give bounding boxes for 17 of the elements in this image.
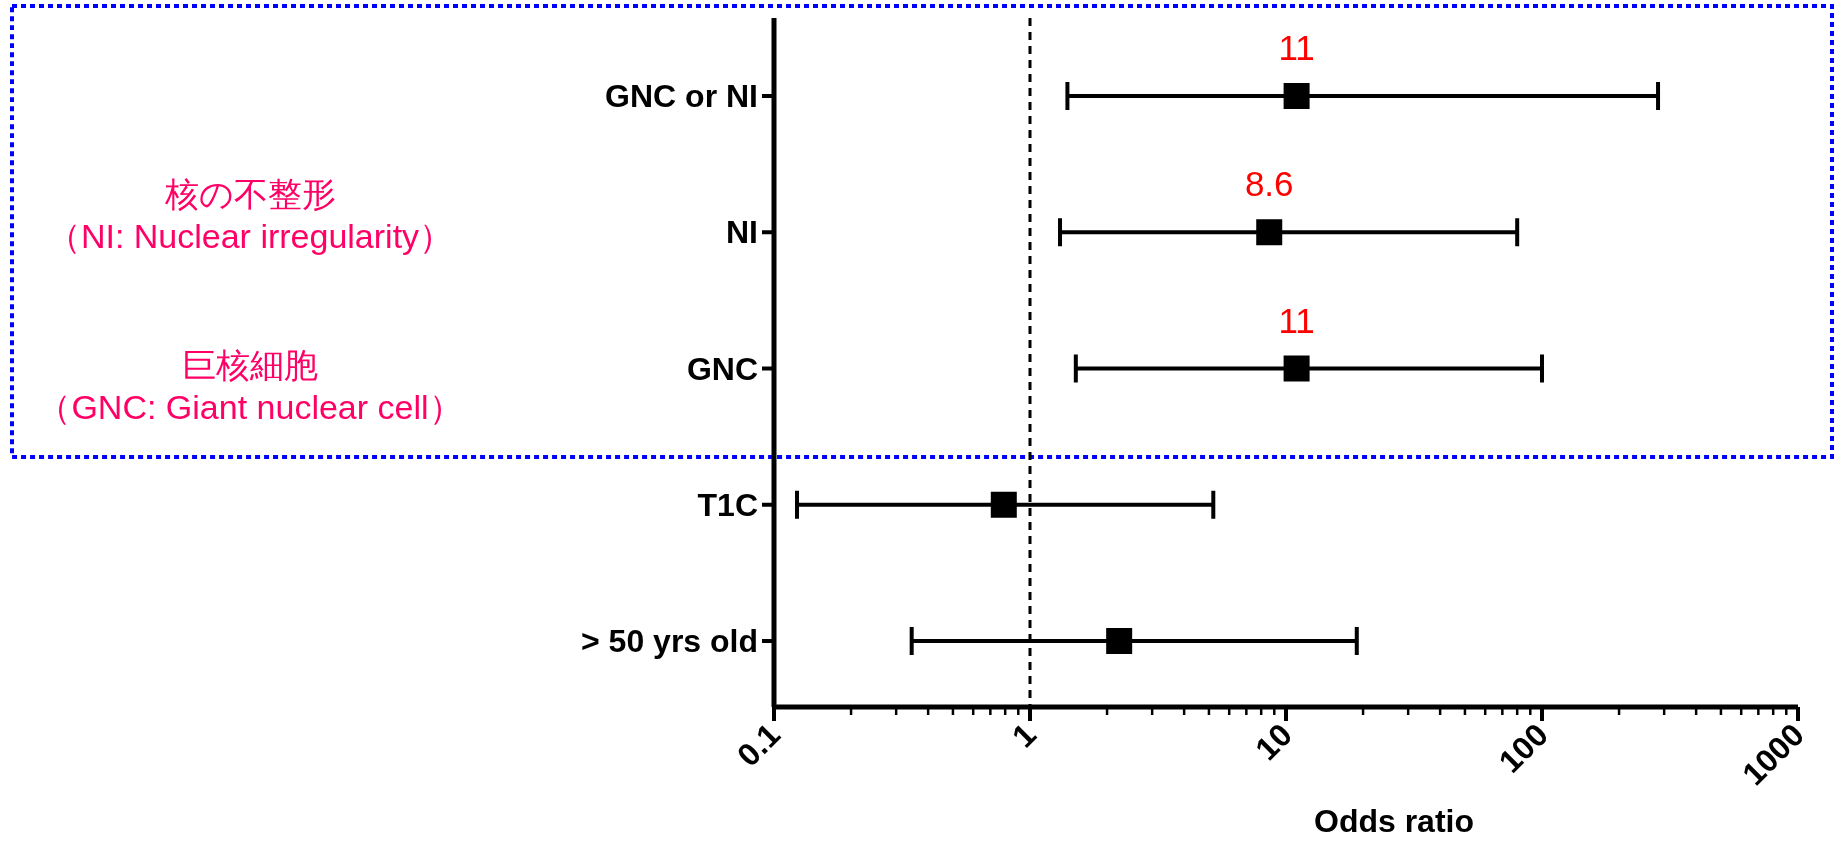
y-tick-label: GNC or NI bbox=[605, 78, 758, 114]
data-label: 11 bbox=[1278, 300, 1315, 340]
x-tick-label: 100 bbox=[1491, 716, 1555, 780]
data-label: 8.6 bbox=[1244, 164, 1294, 204]
data-label: 11 bbox=[1278, 28, 1315, 67]
y-tick-label: NI bbox=[726, 214, 758, 251]
text: 巨核細胞 bbox=[182, 345, 318, 384]
y-tick-label: GNC bbox=[686, 350, 758, 387]
y-tick-label: > 50 yrs old bbox=[581, 623, 758, 659]
text: 核の不整形 bbox=[163, 175, 336, 214]
x-tick-label: 10 bbox=[1248, 716, 1299, 768]
x-axis-title: Odds ratio bbox=[1313, 803, 1475, 839]
text: （GNC: Giant nuclear cell） bbox=[37, 387, 463, 426]
x-tick-label: 0.1 bbox=[730, 716, 787, 774]
text: （NI: Nuclear irregularity） bbox=[46, 217, 454, 256]
y-tick-label: T1C bbox=[697, 486, 758, 523]
x-tick-label: 1 bbox=[1004, 716, 1043, 755]
